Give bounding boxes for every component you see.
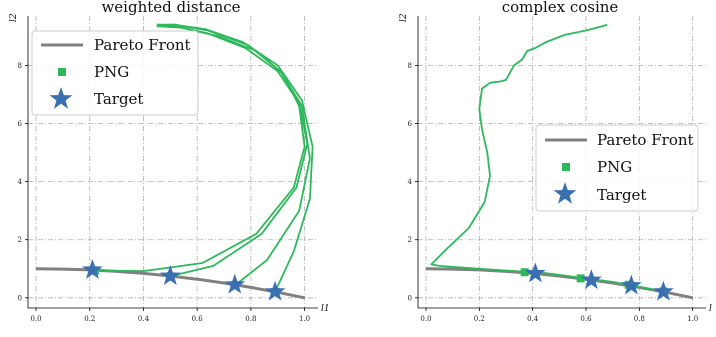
x-tick-label: 0.0 <box>420 315 431 323</box>
y-tick-label: 4 <box>408 178 413 186</box>
x-tick-label: 0.4 <box>138 315 150 323</box>
y-tick-label: 2 <box>408 236 412 244</box>
png-trajectories <box>95 23 314 293</box>
x-axis-label: l1 <box>321 304 330 314</box>
target-star <box>620 274 642 295</box>
target-star <box>652 280 674 301</box>
legend-swatch-png <box>58 68 66 76</box>
png-point <box>520 268 529 277</box>
legend: Pareto Front PNG Target <box>31 30 199 116</box>
axis-ticks: 0.0 0.2 0.4 0.6 0.8 1.0 0 2 4 6 8 <box>408 62 699 323</box>
y-tick-label: 6 <box>18 120 23 128</box>
legend-label-target: Target <box>597 186 646 204</box>
x-tick-label: 0.6 <box>580 315 592 323</box>
target-star <box>81 258 103 279</box>
axis-ticks: 0.0 0.2 0.4 0.6 0.8 1.0 0 2 4 6 8 <box>18 62 311 323</box>
y-tick-label: 8 <box>18 62 22 70</box>
y-axis-label: l2 <box>399 13 409 22</box>
legend-label-png: PNG <box>94 63 129 81</box>
legend-box <box>31 30 199 116</box>
legend-swatch-png <box>562 163 570 171</box>
target-star <box>580 269 602 290</box>
y-tick-label: 8 <box>408 62 412 70</box>
x-tick-label: 0.2 <box>84 315 95 323</box>
target-star <box>159 265 181 285</box>
x-axis-label: l <box>709 304 712 314</box>
target-star <box>224 273 246 294</box>
pareto-front <box>425 267 694 300</box>
y-tick-label: 0 <box>408 294 412 302</box>
y-tick-label: 4 <box>18 178 23 186</box>
x-tick-label: 1.0 <box>299 315 310 323</box>
legend-label-target: Target <box>94 90 143 108</box>
pareto-front-line <box>425 267 694 300</box>
legend-label-pareto-front: Pareto Front <box>94 36 191 54</box>
target-star <box>264 280 286 301</box>
x-tick-label: 0.0 <box>30 315 41 323</box>
y-tick-label: 6 <box>408 120 413 128</box>
legend-label-png: PNG <box>597 158 632 176</box>
axis-spines <box>417 16 706 309</box>
png-trajectory-line <box>430 23 664 293</box>
axis-spines <box>27 16 318 309</box>
y-axis-label: l2 <box>9 13 19 22</box>
chart-complex-cosine: complex cosine 0.0 0.2 0.4 0.6 0.8 1.0 0 2 4 6 8 l… <box>399 0 712 323</box>
chart-weighted-distance: weighted distance 0.0 0.2 0.4 0.6 0.8 1.0 0 2 4 6… <box>9 0 330 323</box>
legend-swatch-target <box>553 182 577 204</box>
x-tick-label: 1.0 <box>687 315 698 323</box>
target-star <box>524 262 546 283</box>
legend-box <box>535 124 699 212</box>
chart-title: weighted distance <box>101 0 240 16</box>
png-trajectory-line <box>156 23 314 293</box>
chart-title: complex cosine <box>502 0 619 16</box>
x-tick-label: 0.4 <box>527 315 539 323</box>
png-trajectories <box>430 23 664 293</box>
target-markers <box>524 262 674 301</box>
x-tick-label: 0.8 <box>245 315 256 323</box>
legend-swatch-target <box>49 87 73 109</box>
png-point <box>576 274 585 283</box>
legend-label-pareto-front: Pareto Front <box>597 131 694 149</box>
legend: Pareto Front PNG Target <box>535 124 699 212</box>
x-tick-label: 0.8 <box>634 315 645 323</box>
y-tick-label: 2 <box>18 236 22 244</box>
y-tick-label: 0 <box>18 294 22 302</box>
x-tick-label: 0.6 <box>192 315 204 323</box>
x-tick-label: 0.2 <box>474 315 485 323</box>
target-markers <box>81 258 286 301</box>
